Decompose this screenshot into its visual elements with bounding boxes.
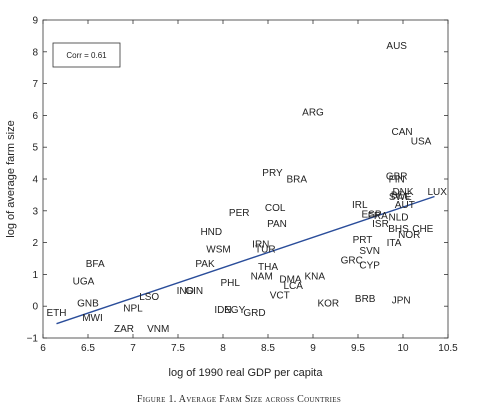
point-label-esp: ESP [361,209,381,220]
point-label-ind: IND [177,286,194,297]
point-label-npl: NPL [123,303,143,314]
point-label-gin: GIN [185,286,203,297]
point-label-irl: IRL [352,200,368,211]
y-tick-label: −1 [27,334,39,345]
x-axis-label: log of 1990 real GDP per capita [169,367,324,379]
point-label-gnb: GNB [77,299,99,310]
point-label-lca: LCA [283,281,303,292]
point-label-tur: TUR [255,244,276,255]
point-label-cyp: CYP [359,260,380,271]
x-tick-label: 10 [397,343,409,354]
point-label-dma: DMA [279,275,302,286]
point-label-tha: THA [258,262,278,273]
point-label-idn: IDN [214,305,231,316]
point-label-ita: ITA [387,238,402,249]
point-label-isr: ISR [372,219,389,230]
point-label-bra: BRA [287,175,308,186]
point-label-bel: BEL [391,190,410,201]
point-label-irn: IRN [252,240,269,251]
point-label-nld: NLD [388,213,408,224]
y-tick-label: 9 [32,16,38,27]
point-label-gbr: GBR [386,171,408,182]
point-label-phl: PHL [220,278,240,289]
point-label-svn: SVN [359,246,380,257]
x-tick-label: 6 [40,343,46,354]
y-tick-label: 7 [32,79,38,90]
point-label-nam: NAM [251,271,273,282]
point-label-wsm: WSM [206,244,230,255]
point-label-eth: ETH [47,308,67,319]
point-label-dnk: DNK [392,187,413,198]
corr-annotation: Corr = 0.61 [66,51,107,60]
point-label-swe: SWE [389,192,412,203]
point-label-lso: LSO [139,292,159,303]
x-tick-label: 8 [220,343,226,354]
point-label-hnd: HND [200,227,222,238]
point-label-nor: NOR [398,230,420,241]
y-axis-label: log of average farm size [5,120,17,237]
point-label-che: CHE [412,224,433,235]
point-label-fin: FIN [389,175,405,186]
y-tick-label: 6 [32,111,38,122]
point-label-bhs: BHS [388,224,409,235]
x-tick-label: 9.5 [351,343,365,354]
point-label-aut: AUT [395,200,415,211]
point-label-fra: FRA [368,211,388,222]
x-tick-label: 7 [130,343,136,354]
y-tick-label: 2 [32,238,38,249]
point-label-vct: VCT [270,291,290,302]
y-tick-label: 8 [32,47,38,58]
x-tick-label: 7.5 [171,343,185,354]
point-label-prt: PRT [353,235,373,246]
point-label-mwi: MWI [82,313,103,324]
y-tick-label: 0 [32,302,38,313]
point-label-egy: EGY [224,305,245,316]
point-label-grd: GRD [243,308,265,319]
point-label-uga: UGA [73,276,95,287]
point-label-kna: KNA [305,271,326,282]
regression-line-group [56,195,435,325]
x-tick-label: 6.5 [81,343,95,354]
x-tick-label: 10.5 [438,343,458,354]
point-label-grc: GRC [341,256,363,267]
point-label-kor: KOR [317,299,339,310]
point-label-col: COL [265,203,286,214]
y-tick-label: 1 [32,270,38,281]
y-tick-label: 4 [32,175,38,186]
point-label-vnm: VNM [147,324,169,335]
figure-caption: Figure 1. Average Farm Size across Count… [136,394,342,405]
point-label-per: PER [229,208,250,219]
point-label-arg: ARG [302,108,324,119]
point-label-jpn: JPN [392,295,411,306]
axis-ticks: 6 6.5 7 7.5 8 8.5 9 9.5 10 10.5 −1 0 1 2 3 4 5 6 7 8 9 [27,16,459,355]
point-label-lux: LUX [427,187,447,198]
point-label-pry: PRY [262,168,283,179]
corr-annotation-box: Corr = 0.61 [52,42,121,68]
scatter-chart: 6 6.5 7 7.5 8 8.5 9 9.5 10 10.5 −1 0 1 2 3 4 5 6 7 8 9 AUS AR… [5,16,459,380]
point-label-brb: BRB [355,294,376,305]
point-label-aus: AUS [386,41,407,52]
point-label-zar: ZAR [114,324,134,335]
point-label-pan: PAN [267,219,287,230]
point-label-pak: PAK [195,259,215,270]
y-tick-label: 3 [32,206,38,217]
point-label-bfa: BFA [86,259,105,270]
point-label-can: CAN [392,127,413,138]
regression-line [56,195,435,325]
y-tick-label: 5 [32,143,38,154]
x-tick-label: 8.5 [261,343,275,354]
x-tick-label: 9 [310,343,316,354]
point-label-usa: USA [411,136,432,147]
